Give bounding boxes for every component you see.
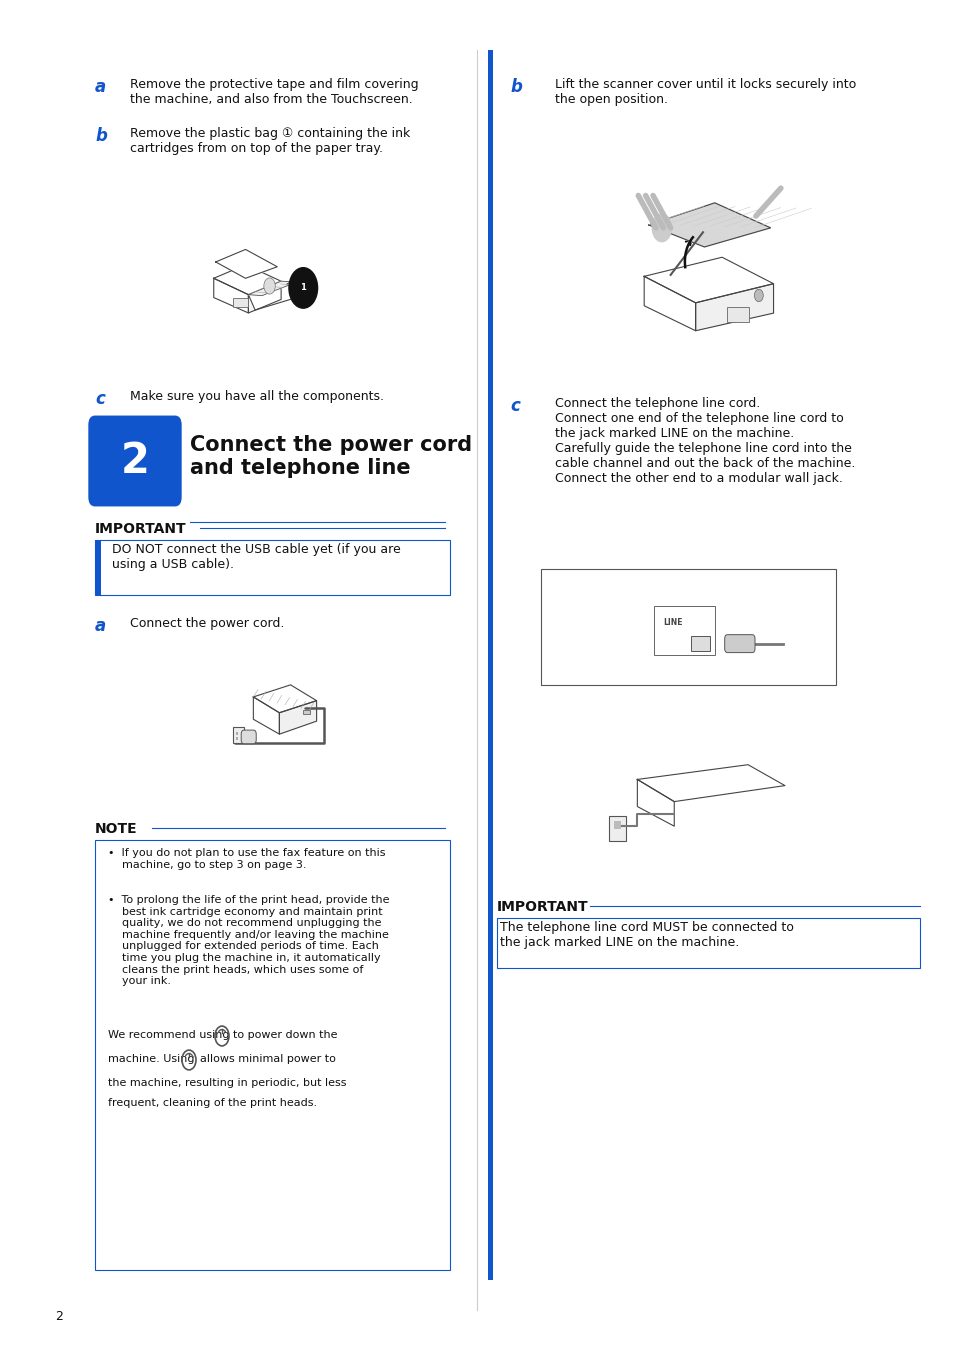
- Polygon shape: [695, 284, 773, 331]
- Circle shape: [289, 267, 317, 308]
- Text: The telephone line cord MUST be connected to
the jack marked LINE on the machine: The telephone line cord MUST be connecte…: [499, 921, 793, 949]
- Text: Connect the telephone line cord.
Connect one end of the telephone line cord to
t: Connect the telephone line cord. Connect…: [555, 397, 855, 485]
- FancyBboxPatch shape: [724, 634, 754, 652]
- Text: frequent, cleaning of the print heads.: frequent, cleaning of the print heads.: [108, 1098, 316, 1108]
- Text: allows minimal power to: allows minimal power to: [200, 1054, 335, 1064]
- Bar: [488, 50, 493, 1280]
- Bar: [726, 308, 748, 321]
- Circle shape: [264, 278, 275, 294]
- Text: We recommend using: We recommend using: [108, 1030, 230, 1040]
- FancyBboxPatch shape: [241, 730, 256, 744]
- Bar: [540, 570, 836, 684]
- Text: Make sure you have all the components.: Make sure you have all the components.: [130, 390, 384, 404]
- Bar: [235, 732, 237, 736]
- Text: b: b: [510, 78, 521, 96]
- Text: c: c: [510, 397, 519, 414]
- Bar: [233, 726, 244, 744]
- Text: NOTE: NOTE: [95, 822, 137, 836]
- Text: b: b: [95, 127, 107, 144]
- Circle shape: [754, 289, 762, 301]
- Polygon shape: [213, 278, 248, 313]
- Polygon shape: [248, 281, 296, 296]
- Text: 1: 1: [300, 284, 306, 293]
- Text: Connect the power cord
and telephone line: Connect the power cord and telephone lin…: [190, 435, 472, 478]
- Polygon shape: [248, 282, 296, 310]
- Text: Remove the plastic bag ① containing the ink
cartridges from on top of the paper : Remove the plastic bag ① containing the …: [130, 127, 410, 155]
- Polygon shape: [253, 697, 279, 734]
- Polygon shape: [253, 684, 316, 713]
- Text: Connect the power cord.: Connect the power cord.: [130, 617, 284, 630]
- Text: machine. Using: machine. Using: [108, 1054, 194, 1064]
- Text: c: c: [95, 390, 105, 408]
- Bar: [235, 737, 237, 740]
- Text: to power down the: to power down the: [233, 1030, 337, 1040]
- Bar: [614, 821, 620, 829]
- Polygon shape: [215, 250, 277, 278]
- Polygon shape: [643, 258, 773, 302]
- FancyBboxPatch shape: [89, 416, 181, 506]
- Text: a: a: [95, 78, 106, 96]
- Text: •  If you do not plan to use the fax feature on this
    machine, go to step 3 o: • If you do not plan to use the fax feat…: [108, 848, 385, 869]
- Text: IMPORTANT: IMPORTANT: [95, 522, 187, 536]
- Circle shape: [651, 213, 672, 243]
- Polygon shape: [637, 779, 674, 826]
- Bar: [653, 606, 715, 655]
- Bar: [95, 840, 450, 1270]
- Text: Remove the protective tape and film covering
the machine, and also from the Touc: Remove the protective tape and film cove…: [130, 78, 418, 107]
- Bar: [233, 297, 248, 308]
- Polygon shape: [648, 202, 770, 247]
- Bar: [95, 540, 450, 595]
- Text: LINE: LINE: [663, 618, 682, 626]
- Text: IMPORTANT: IMPORTANT: [497, 900, 588, 914]
- Polygon shape: [248, 281, 281, 313]
- Bar: [608, 817, 625, 841]
- Text: 2: 2: [120, 440, 150, 482]
- Bar: [690, 636, 710, 651]
- Polygon shape: [643, 277, 695, 331]
- Bar: [95, 540, 101, 595]
- Polygon shape: [213, 265, 281, 294]
- Text: •  To prolong the life of the print head, provide the
    best ink cartridge eco: • To prolong the life of the print head,…: [108, 895, 389, 987]
- Polygon shape: [637, 764, 784, 802]
- Text: a: a: [95, 617, 106, 634]
- Text: the machine, resulting in periodic, but less: the machine, resulting in periodic, but …: [108, 1079, 346, 1088]
- Bar: [497, 918, 919, 968]
- Text: 2: 2: [55, 1310, 63, 1323]
- Text: DO NOT connect the USB cable yet (if you are
using a USB cable).: DO NOT connect the USB cable yet (if you…: [112, 543, 400, 571]
- Polygon shape: [279, 701, 316, 734]
- Text: Lift the scanner cover until it locks securely into
the open position.: Lift the scanner cover until it locks se…: [555, 78, 856, 107]
- Bar: [302, 710, 310, 714]
